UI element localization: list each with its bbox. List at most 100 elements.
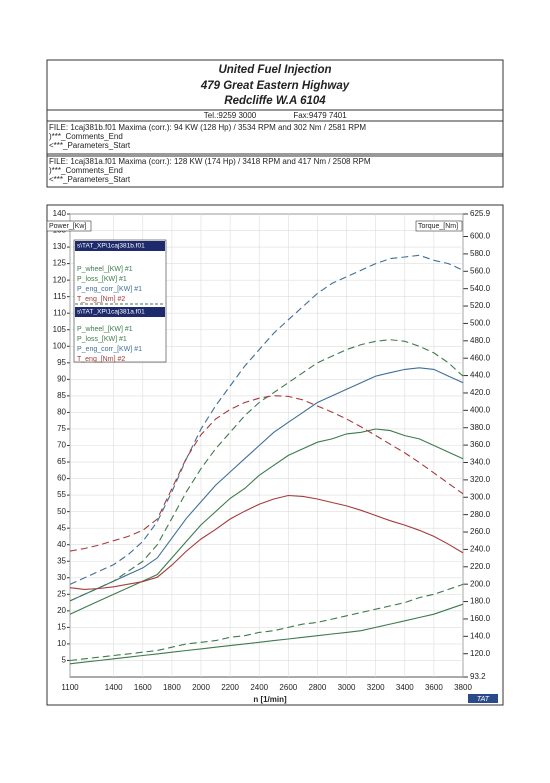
- y-tick-label: 70: [57, 441, 66, 450]
- y2-tick-label: 240.0: [470, 545, 491, 554]
- y2-tick-label: 560.0: [470, 266, 491, 275]
- series-line: [69, 583, 464, 662]
- y2-tick-label: 260.0: [470, 527, 491, 536]
- y-tick-label: 75: [57, 424, 66, 433]
- legend-entry: P_loss_[KW] #1: [77, 276, 127, 283]
- phone: Tel.:9259 3000: [204, 111, 257, 120]
- y-tick-label: 50: [57, 507, 66, 516]
- y-tick-label: 45: [57, 523, 66, 532]
- legend-entry: T_eng_[Nm] #2: [77, 356, 125, 363]
- y-tick-label: 95: [57, 358, 66, 367]
- y-tick-label: 20: [57, 606, 66, 615]
- file-params: <***_Parameters_Start: [49, 175, 131, 184]
- x-tick-label: 3000: [338, 683, 356, 692]
- file-comment: )***_Comments_End: [49, 132, 123, 141]
- series-line: [69, 494, 464, 590]
- y-axis-label: Power_[Kw]: [49, 223, 86, 230]
- axis-label-box: [415, 220, 463, 232]
- y-tick-label: 110: [53, 308, 66, 317]
- legend-entry: P_wheel_[KW] #1: [77, 266, 133, 273]
- y2-tick-label: 120.0: [470, 649, 491, 658]
- x-tick-label: 3800: [454, 683, 472, 692]
- address: 479 Great Eastern Highway: [200, 80, 350, 92]
- y2-tick-label: 440.0: [470, 371, 491, 380]
- x-tick-label: 2000: [192, 683, 210, 692]
- y-tick-label: 65: [57, 457, 66, 466]
- file-line: FILE: 1caj381b.f01 Maxima (corr.): 94 KW…: [49, 123, 366, 132]
- header-box: [46, 59, 504, 157]
- x-tick-label: 1800: [163, 683, 181, 692]
- legend-entry: P_loss_[KW] #1: [77, 336, 127, 343]
- y2-tick-label: 200.0: [470, 579, 491, 588]
- file-line: FILE: 1caj381a.f01 Maxima (corr.): 128 K…: [49, 157, 371, 166]
- brand-box: [468, 694, 498, 703]
- y-tick-label: 55: [57, 490, 66, 499]
- legend-entry: P_eng_corr_[KW] #1: [77, 346, 142, 353]
- brand: TAT: [477, 696, 490, 703]
- x-tick-label: 2600: [279, 683, 297, 692]
- legend: [73, 239, 167, 363]
- address: Redcliffe W.A 6104: [224, 95, 326, 107]
- y2-axis-label: Torque_[Nm]: [418, 223, 458, 230]
- y2-tick-label: 380.0: [470, 423, 491, 432]
- y-tick-label: 85: [57, 391, 66, 400]
- y-tick-label: 125: [53, 259, 67, 268]
- series-line: [69, 603, 464, 665]
- series-line: [69, 339, 464, 602]
- x-tick-label: 2800: [309, 683, 327, 692]
- y-tick-label: 15: [57, 623, 66, 632]
- x-tick-label: 1600: [134, 683, 152, 692]
- y2-tick-label: 280.0: [470, 510, 491, 519]
- y-tick-label: 5: [62, 656, 67, 665]
- legend-entry: T_eng_[Nm] #2: [77, 296, 125, 303]
- y2-tick-label: 480.0: [470, 336, 491, 345]
- y2-tick-label: 160.0: [470, 614, 491, 623]
- y-tick-label: 25: [57, 589, 66, 598]
- y-tick-label: 115: [53, 292, 66, 301]
- y2-tick-label: 460.0: [470, 353, 491, 362]
- y2-tick-label: 140.0: [470, 631, 491, 640]
- y2-tick-label: 220.0: [470, 562, 491, 571]
- y2-tick-label: 500.0: [470, 319, 491, 328]
- y-tick-label: 40: [57, 540, 66, 549]
- y2-tick-label: 340.0: [470, 458, 491, 467]
- y-tick-label: 120: [53, 275, 67, 284]
- x-tick-label: 2400: [250, 683, 268, 692]
- y-tick-label: 10: [57, 639, 66, 648]
- y-tick-label: 30: [57, 573, 66, 582]
- series-line: [69, 428, 464, 615]
- y2-tick-label: 300.0: [470, 492, 491, 501]
- y2-tick-label: 600.0: [470, 232, 491, 241]
- y2-tick-label: 520.0: [470, 301, 491, 310]
- x-tick-label: 3600: [425, 683, 443, 692]
- fax: Fax:9479 7401: [293, 111, 347, 120]
- series-line: [69, 367, 464, 602]
- series-line: [69, 395, 464, 552]
- legend-entry: P_wheel_[KW] #1: [77, 326, 133, 333]
- x-tick-label: 1100: [61, 683, 79, 692]
- y2-tick-label: 420.0: [470, 388, 491, 397]
- y2-tick-label: 540.0: [470, 284, 491, 293]
- y2-tick-label: 320.0: [470, 475, 491, 484]
- y-tick-label: 105: [53, 325, 67, 334]
- series-line: [69, 254, 464, 585]
- y-tick-label: 130: [53, 242, 67, 251]
- legend-file: s\TAT_XP\1caj381b.f01: [77, 243, 145, 250]
- legend-file-highlight: [75, 241, 165, 251]
- y-tick-label: 60: [57, 474, 66, 483]
- y2-tick-label: 400.0: [470, 405, 491, 414]
- legend-entry: P_eng_corr_[KW] #1: [77, 286, 142, 293]
- y-tick-label: 140: [53, 209, 67, 218]
- x-tick-label: 3400: [396, 683, 414, 692]
- file-box: [46, 153, 504, 188]
- y-tick-label: 90: [57, 374, 66, 383]
- y2-tick-label: 93.2: [470, 672, 486, 681]
- file-params: <***_Parameters_Start: [49, 141, 131, 150]
- y-tick-label: 100: [53, 341, 67, 350]
- y-tick-label: 80: [57, 408, 66, 417]
- y2-tick-label: 180.0: [470, 597, 491, 606]
- file-comment: )***_Comments_End: [49, 166, 123, 175]
- x-axis-label: n [1/min]: [253, 695, 287, 704]
- y2-tick-label: 625.9: [470, 209, 491, 218]
